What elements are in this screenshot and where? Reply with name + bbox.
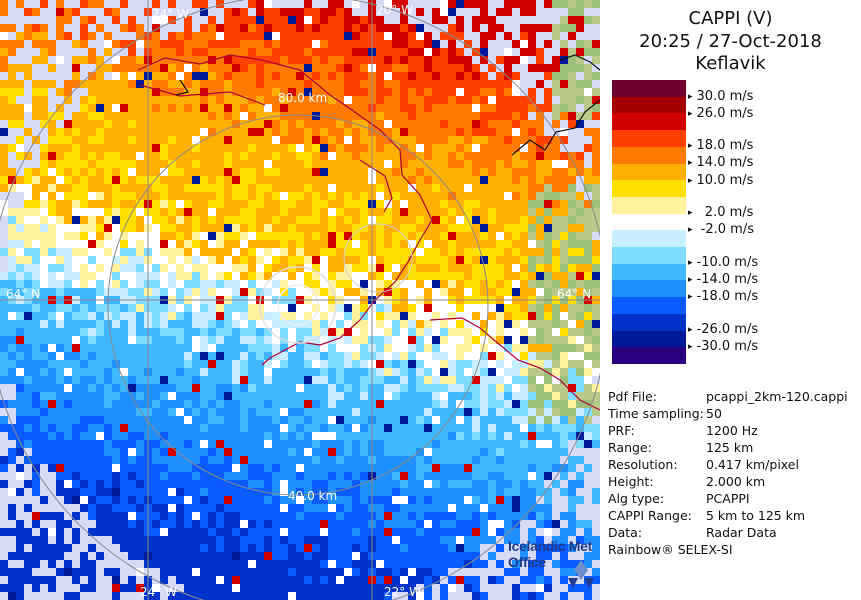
footer-credit: Rainbow® SELEX-SI — [608, 542, 733, 557]
info-value: 125 km — [706, 440, 754, 455]
info-key: CAPPI Range: — [608, 508, 692, 523]
radar-map[interactable]: 64° N 64° N 24° W 20° W 24° W 22° W 80.0… — [0, 0, 600, 600]
legend-label: -2.0 m/s — [688, 223, 754, 238]
legend-swatch — [612, 113, 686, 131]
range-rings — [0, 0, 600, 600]
lon-label-top-left: 24° W — [152, 7, 189, 21]
radar-image: 64° N 64° N 24° W 20° W 24° W 22° W 80.0… — [0, 0, 600, 600]
info-value: 2.000 km — [706, 474, 766, 489]
legend-label: 14.0 m/s — [688, 156, 754, 171]
info-value: pcappi_2km-120.cappi — [706, 389, 848, 404]
info-key: Time sampling: — [608, 406, 704, 421]
legend-swatch — [612, 196, 686, 214]
info-key: PRF: — [608, 423, 635, 438]
lon-label-top-right: 20° W — [376, 3, 413, 17]
velocity-field — [0, 0, 600, 600]
info-value: PCAPPI — [706, 491, 750, 506]
legend-label: -26.0 m/s — [688, 323, 759, 338]
legend-label: -10.0 m/s — [688, 256, 759, 271]
legend-label: -30.0 m/s — [688, 340, 759, 355]
graticule — [0, 0, 600, 600]
shore-black — [175, 54, 600, 156]
legend-label: 30.0 m/s — [688, 90, 754, 105]
legend-swatch — [612, 330, 686, 348]
panel-datetime: 20:25 / 27-Oct-2018 — [639, 31, 822, 52]
legend-swatch — [612, 130, 686, 148]
info-value: Radar Data — [706, 525, 777, 540]
legend-label: -18.0 m/s — [688, 290, 759, 305]
legend-label: 18.0 m/s — [688, 139, 754, 154]
info-key: Alg type: — [608, 491, 665, 506]
info-key: Pdf File: — [608, 389, 657, 404]
legend-label: 10.0 m/s — [688, 174, 754, 189]
info-value: 0.417 km/pixel — [706, 457, 799, 472]
coastline — [137, 54, 600, 411]
legend-swatch — [612, 213, 686, 231]
legend-swatch — [612, 280, 686, 298]
info-value: 5 km to 125 km — [706, 508, 806, 523]
info-key: Height: — [608, 474, 654, 489]
legend-swatch — [612, 263, 686, 281]
legend-swatch — [612, 146, 686, 164]
legend-swatch — [612, 297, 686, 315]
info-panel: CAPPI (V) 20:25 / 27-Oct-2018 Keflavik 3… — [600, 0, 861, 600]
imo-logo: Icelandic Met Office — [508, 538, 598, 594]
info-key: Range: — [608, 440, 652, 455]
range-label-top: 80.0 km — [278, 91, 327, 105]
legend-swatch — [612, 347, 686, 365]
info-value: 1200 Hz — [706, 423, 758, 438]
legend-swatch — [612, 163, 686, 181]
legend-swatch — [612, 96, 686, 114]
lat-label-left: 64° N — [6, 287, 40, 301]
legend-swatch — [612, 80, 686, 97]
legend-swatch — [612, 313, 686, 331]
panel-station: Keflavik — [695, 53, 766, 74]
panel-title: CAPPI (V) — [688, 8, 773, 29]
lat-label-right: 64° N — [557, 287, 591, 301]
legend-swatch — [612, 247, 686, 264]
info-value: 50 — [706, 406, 722, 421]
info-key: Resolution: — [608, 457, 678, 472]
range-label-bottom: 40.0 km — [288, 489, 337, 503]
legend-swatch — [612, 230, 686, 248]
logo-text-line1: Icelandic Met — [508, 538, 593, 554]
lon-label-bottom-right: 22° W — [384, 585, 421, 599]
legend-label: 26.0 m/s — [688, 107, 754, 122]
lon-label-bottom-left: 24° W — [140, 585, 177, 599]
logo-mark-icon — [568, 560, 594, 588]
legend-label: -14.0 m/s — [688, 273, 759, 288]
logo-text-line2: Office — [508, 554, 546, 570]
info-key: Data: — [608, 525, 643, 540]
legend-label: 2.0 m/s — [688, 206, 754, 221]
legend-swatch — [612, 180, 686, 198]
